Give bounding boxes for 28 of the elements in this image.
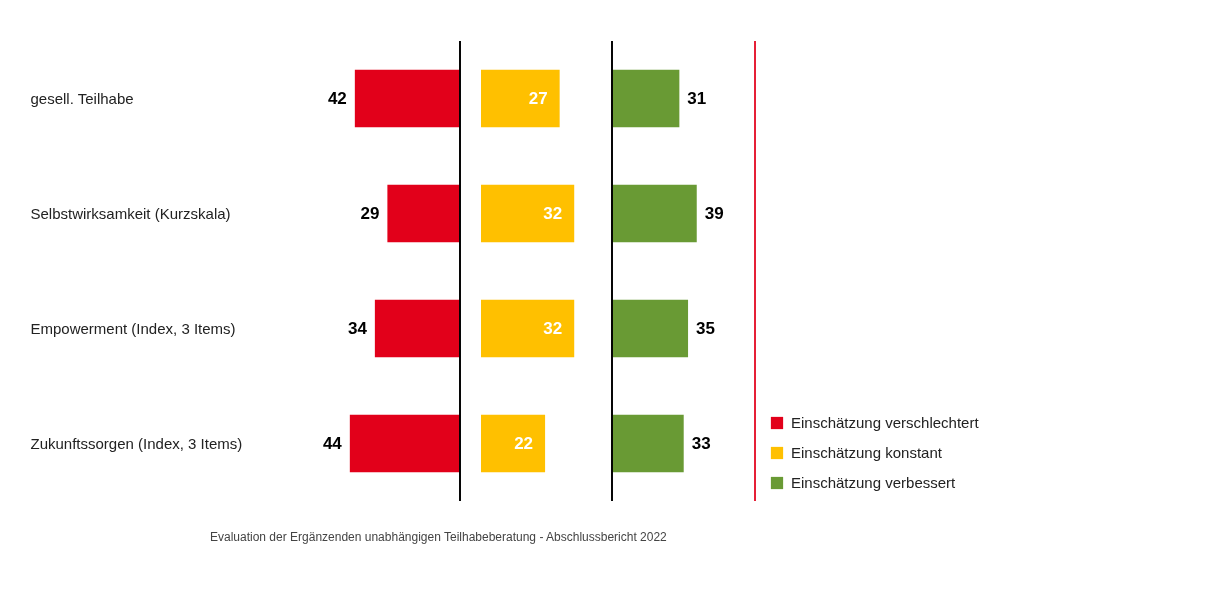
data-label: 27 — [528, 88, 548, 108]
y-tick-label: Selbstwirksamkeit (Kurzskala) — [30, 204, 231, 222]
data-label: 22 — [514, 433, 534, 453]
data-label: 34 — [347, 318, 368, 338]
legend-label: Einschätzung verbessert — [791, 474, 957, 491]
data-label: 42 — [327, 88, 347, 108]
text: Evaluation der Ergänzenden unabhängigen Teilhabeberatung - Abschlussbericht 2022 — [210, 530, 668, 544]
bar — [612, 414, 684, 473]
y-tick-label: Empowerment (Index, 3 Items) — [30, 319, 236, 337]
bar — [612, 69, 680, 128]
data-label: 31 — [687, 88, 707, 108]
data-label: 29 — [360, 203, 380, 223]
bar — [349, 414, 460, 473]
data-label: 32 — [543, 318, 563, 338]
bar — [612, 299, 689, 358]
y-tick-label: gesell. Teilhabe — [30, 89, 134, 107]
data-label: 39 — [704, 203, 724, 223]
data-label: 44 — [322, 433, 343, 453]
data-label: 32 — [543, 203, 563, 223]
y-tick-label: Zukunftssorgen (Index, 3 Items) — [30, 434, 243, 452]
data-label: 33 — [691, 433, 711, 453]
bar — [612, 184, 697, 243]
bar — [387, 184, 460, 243]
legend-label: Einschätzung verschlechtert — [791, 414, 980, 431]
bar — [374, 299, 460, 358]
bar — [354, 69, 460, 128]
data-label: 35 — [696, 318, 715, 338]
legend-label: Einschätzung konstant — [791, 444, 943, 461]
